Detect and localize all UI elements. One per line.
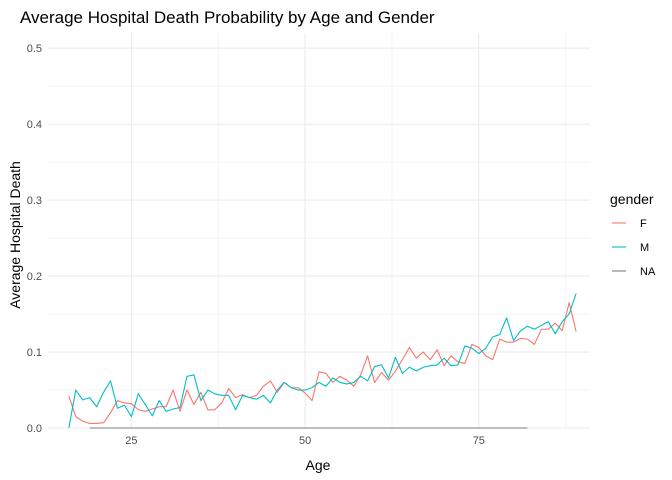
y-tick-label: 0.2	[27, 271, 42, 283]
x-axis-tick-labels: 25 50 75	[125, 435, 485, 447]
x-tick-label: 50	[299, 435, 311, 447]
legend-item-na: NA	[612, 266, 656, 278]
legend-item-f: F	[612, 218, 647, 230]
x-axis-title: Age	[306, 457, 331, 473]
legend-title: gender	[610, 191, 654, 207]
minor-gridlines	[48, 33, 590, 428]
series-line-m	[68, 293, 577, 429]
y-tick-label: 0.4	[27, 119, 42, 131]
y-tick-label: 0.3	[27, 195, 42, 207]
legend-label: M	[640, 242, 649, 254]
chart-title: Average Hospital Death Probability by Ag…	[20, 8, 435, 27]
y-axis-title: Average Hospital Death	[7, 161, 23, 309]
x-tick-label: 75	[473, 435, 485, 447]
legend-label: NA	[640, 266, 656, 278]
y-tick-label: 0.1	[27, 347, 42, 359]
series-lines	[68, 293, 577, 429]
major-gridlines	[48, 33, 590, 429]
legend-label: F	[640, 218, 647, 230]
legend: gender FM NA	[610, 191, 656, 278]
y-axis-tick-labels: 0.0 0.1 0.2 0.3 0.4 0.5	[27, 43, 42, 435]
y-tick-label: 0.0	[27, 423, 42, 435]
x-tick-label: 25	[125, 435, 137, 447]
y-tick-label: 0.5	[27, 43, 42, 55]
series-line-f	[68, 302, 577, 424]
legend-item-m: M	[612, 242, 649, 254]
